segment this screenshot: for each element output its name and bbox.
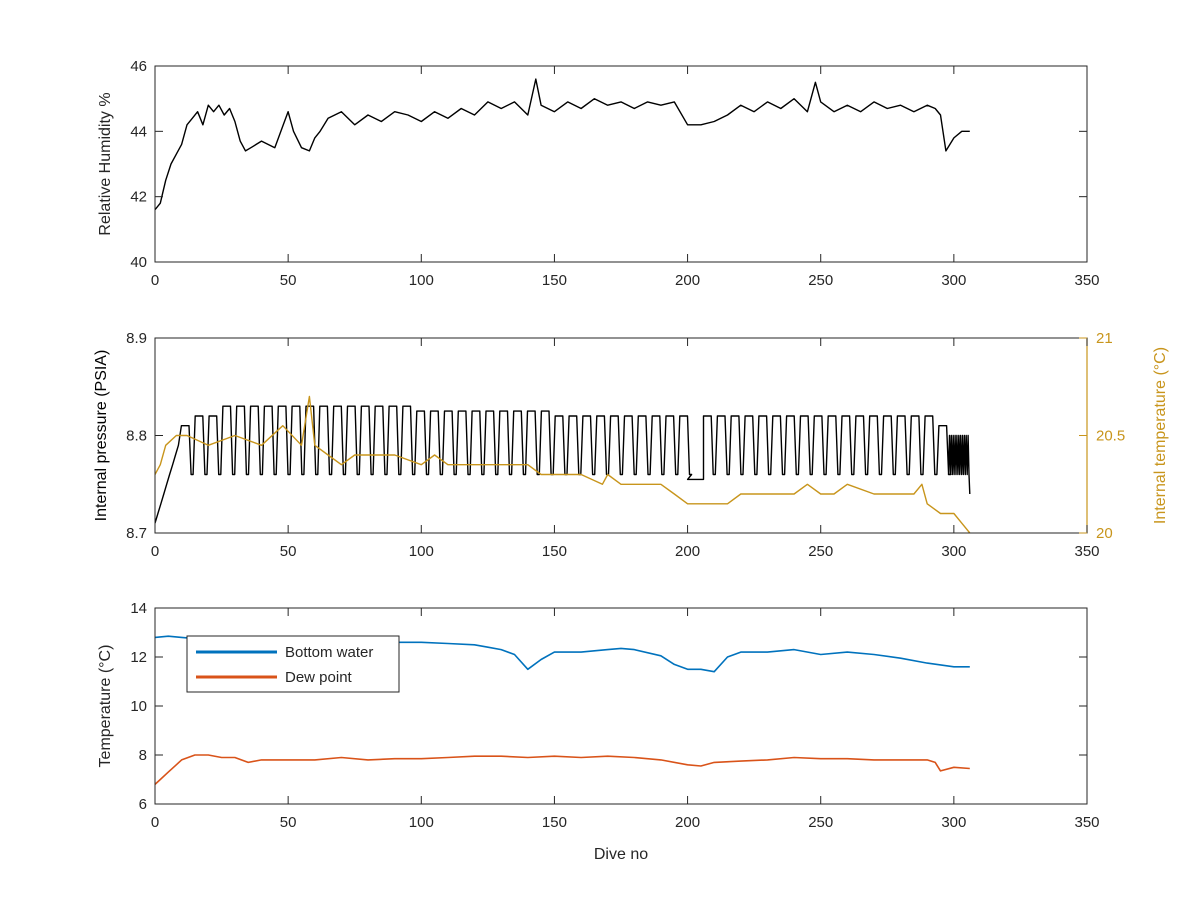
y-tick-label: 8.9 <box>126 330 147 347</box>
series-line-1 <box>155 78 970 211</box>
axes-box <box>154 65 1088 263</box>
y-tick-label: 42 <box>130 189 147 206</box>
y-tick-label: 6 <box>139 796 147 813</box>
x-tick-label: 0 <box>151 543 159 560</box>
series-group <box>155 78 970 211</box>
legend: Bottom water Dew point <box>186 635 400 693</box>
x-tick-label: 50 <box>280 543 297 560</box>
y-tick-label: 12 <box>130 649 147 666</box>
chart-panel-3: 0 50 100 150 200 250 300 350 6 8 10 12 14 Temperature… <box>97 600 1100 863</box>
x-tick-label: 300 <box>941 272 966 289</box>
y-tick-label: 40 <box>130 254 147 271</box>
y-axis-label: Relative Humidity % <box>97 92 114 235</box>
plot-area <box>155 338 1087 533</box>
y-axis-label: Internal pressure (PSIA) <box>93 350 110 522</box>
x-tick-label: 350 <box>1074 272 1099 289</box>
x-tick-label: 50 <box>280 814 297 831</box>
x-tick-label: 50 <box>280 272 297 289</box>
x-tick-label: 250 <box>808 543 833 560</box>
y-tick-label: 8 <box>139 747 147 764</box>
x-tick-label: 150 <box>542 272 567 289</box>
y-right-axis-label: Internal temperature (°C) <box>1152 347 1169 524</box>
plot-area <box>155 66 1087 262</box>
chart-panel-2: 0 50 100 150 200 250 300 350 8.7 8.8 8.9 20 20.5 21 In… <box>93 330 1169 560</box>
x-tick-label: 200 <box>675 543 700 560</box>
x-tick-label: 0 <box>151 814 159 831</box>
series-line-1 <box>155 405 971 524</box>
x-tick-label: 100 <box>409 272 434 289</box>
y-right-tick-label: 20.5 <box>1096 428 1125 445</box>
y-tick-label: 44 <box>130 123 147 140</box>
series-group <box>155 395 971 533</box>
x-tick-label: 250 <box>808 272 833 289</box>
y-tick-label: 46 <box>130 58 147 75</box>
y-tick-label: 10 <box>130 698 147 715</box>
series-line-dew-point <box>155 754 970 785</box>
x-tick-label: 250 <box>808 814 833 831</box>
series-line-2 <box>155 395 971 533</box>
x-tick-label: 300 <box>941 543 966 560</box>
x-tick-label: 150 <box>542 814 567 831</box>
y-tick-label: 14 <box>130 600 147 617</box>
x-tick-label: 200 <box>675 814 700 831</box>
y-right-tick-label: 20 <box>1096 525 1113 542</box>
x-tick-label: 350 <box>1074 543 1099 560</box>
x-tick-label: 100 <box>409 814 434 831</box>
legend-label: Dew point <box>285 669 353 686</box>
chart-panel-1: 0 50 100 150 200 250 300 350 40 42 44 46 Relative Hu… <box>97 58 1100 289</box>
y-tick-label: 8.7 <box>126 525 147 542</box>
y-axis-label: Temperature (°C) <box>97 645 114 768</box>
legend-box <box>186 635 400 693</box>
y-right-tick-label: 21 <box>1096 330 1113 347</box>
x-tick-label: 300 <box>941 814 966 831</box>
x-tick-label: 150 <box>542 543 567 560</box>
y-tick-label: 8.8 <box>126 428 147 445</box>
x-tick-label: 0 <box>151 272 159 289</box>
legend-label: Bottom water <box>285 644 373 661</box>
x-tick-label: 100 <box>409 543 434 560</box>
x-tick-label: 200 <box>675 272 700 289</box>
x-axis-label: Dive no <box>594 846 648 863</box>
x-tick-label: 350 <box>1074 814 1099 831</box>
